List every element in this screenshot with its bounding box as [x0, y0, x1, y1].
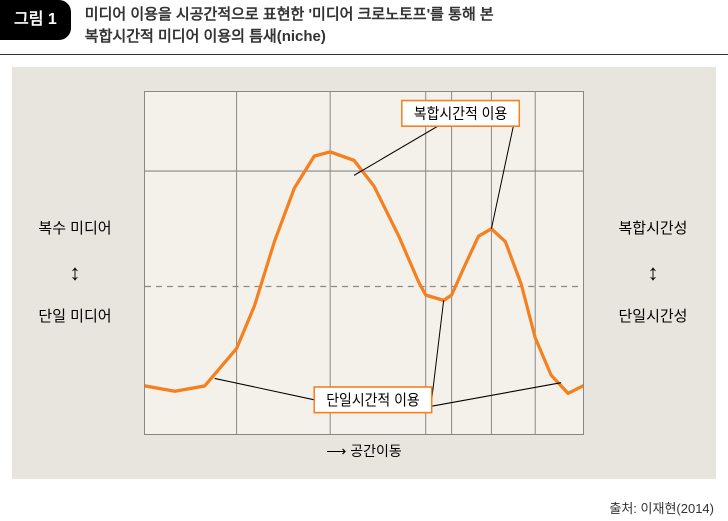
figure-title-line1: 미디어 이용을 시공간적으로 표현한 '미디어 크로노토프'를 통해 본 [85, 6, 494, 23]
figure-badge: 그림 1 [0, 0, 71, 40]
vertical-double-arrow-icon: ↕ [648, 262, 659, 284]
figure-header: 그림 1 미디어 이용을 시공간적으로 표현한 '미디어 크로노토프'를 통해 … [0, 0, 728, 55]
plot-area: 복합시간적 이용단일시간적 이용 [144, 91, 584, 435]
vertical-double-arrow-icon: ↕ [70, 262, 81, 284]
bottom-axis-label: 공간이동 [350, 443, 402, 459]
figure-title-line2: 복합시간적 미디어 이용의 틈새(niche) [85, 28, 326, 45]
right-axis-bottom-label: 단일시간성 [618, 308, 687, 326]
left-axis-bottom-label: 단일 미디어 [38, 308, 111, 326]
figure-title: 미디어 이용을 시공간적으로 표현한 '미디어 크로노토프'를 통해 본 복합시… [85, 0, 494, 48]
left-axis-top-label: 복수 미디어 [38, 220, 111, 238]
figure-body: 복수 미디어 ↕ 단일 미디어 복합시간성 ↕ 단일시간성 복합시간적 이용단일… [12, 67, 716, 479]
right-axis: 복합시간성 ↕ 단일시간성 [598, 67, 708, 479]
source-citation: 출처: 이재현(2014) [609, 498, 714, 517]
right-axis-top-label: 복합시간성 [618, 220, 687, 238]
bottom-axis: ⟶ 공간이동 [12, 441, 716, 461]
chronotope-chart: 복합시간적 이용단일시간적 이용 [145, 92, 583, 434]
right-arrow-icon: ⟶ [326, 443, 346, 459]
svg-text:복합시간적 이용: 복합시간적 이용 [414, 105, 507, 123]
left-axis: 복수 미디어 ↕ 단일 미디어 [20, 67, 130, 479]
svg-text:단일시간적 이용: 단일시간적 이용 [326, 391, 419, 409]
